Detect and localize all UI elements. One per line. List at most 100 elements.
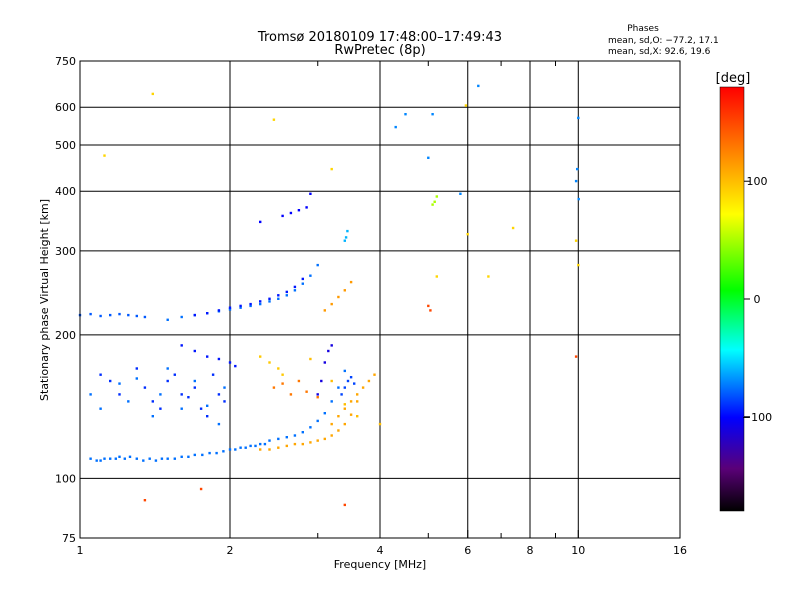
data-point xyxy=(330,434,333,437)
data-point xyxy=(142,459,145,462)
phases-title: Phases xyxy=(627,24,659,34)
data-point xyxy=(293,434,297,437)
data-point xyxy=(285,294,288,297)
data-point xyxy=(143,315,147,319)
data-point xyxy=(340,393,343,396)
data-point xyxy=(109,313,112,317)
data-point xyxy=(343,422,346,426)
data-point xyxy=(118,393,121,396)
data-point xyxy=(394,125,397,129)
data-point xyxy=(343,407,346,410)
data-point xyxy=(330,422,333,426)
data-point xyxy=(337,429,340,432)
data-point xyxy=(249,304,252,308)
data-point xyxy=(277,446,280,449)
y-tick-label: 400 xyxy=(55,185,76,198)
data-point xyxy=(327,349,330,353)
data-point xyxy=(277,437,280,441)
data-point xyxy=(166,367,169,370)
data-point xyxy=(323,412,326,415)
data-point xyxy=(281,373,284,376)
data-point xyxy=(353,382,356,385)
data-point xyxy=(259,302,262,306)
data-point xyxy=(99,314,102,318)
data-point xyxy=(99,373,102,376)
data-point xyxy=(337,415,340,418)
data-point xyxy=(576,167,579,171)
data-point xyxy=(217,357,221,361)
data-point xyxy=(259,355,262,358)
data-point xyxy=(309,441,312,444)
data-point xyxy=(249,444,252,448)
data-point xyxy=(285,444,288,448)
data-point xyxy=(217,309,221,312)
data-point xyxy=(95,459,98,462)
data-point xyxy=(159,393,162,396)
data-point xyxy=(435,275,438,278)
data-point xyxy=(268,448,271,451)
data-point xyxy=(330,302,333,306)
y-axis-label: Stationary phase Virtual Height [km] xyxy=(38,199,51,401)
data-point xyxy=(143,386,147,389)
data-point xyxy=(427,304,430,308)
data-point xyxy=(293,442,297,446)
y-tick-label: 300 xyxy=(55,245,76,258)
data-point xyxy=(259,448,262,451)
x-tick-label: 8 xyxy=(527,544,534,557)
data-point xyxy=(367,379,371,383)
data-point xyxy=(268,297,271,300)
data-point xyxy=(223,400,226,403)
data-point xyxy=(277,294,280,297)
data-point xyxy=(297,379,301,383)
data-point xyxy=(361,386,365,389)
data-point xyxy=(180,393,183,396)
colorbar-tick-label: 0 xyxy=(754,293,761,306)
data-point xyxy=(234,364,237,368)
data-point xyxy=(135,377,138,380)
data-point xyxy=(166,318,169,321)
grid-lines xyxy=(79,61,681,538)
data-point xyxy=(301,282,304,285)
data-point xyxy=(193,453,196,457)
data-point xyxy=(217,422,221,426)
x-tick-label: 1 xyxy=(77,544,84,557)
y-tick-labels: 75 100 200 300 400 500 600 750 xyxy=(55,55,76,545)
data-point xyxy=(249,302,252,306)
data-point xyxy=(349,400,353,403)
data-point xyxy=(143,499,147,502)
data-point xyxy=(316,396,319,399)
data-point xyxy=(281,382,284,385)
data-point xyxy=(89,312,92,316)
data-point xyxy=(316,263,319,267)
data-point xyxy=(187,396,190,399)
chart-title: Tromsø 20180109 17:48:00–17:49:43 xyxy=(257,30,502,45)
data-point xyxy=(103,154,106,157)
data-point xyxy=(180,407,183,410)
data-point xyxy=(309,426,312,429)
data-point xyxy=(343,239,346,242)
data-point xyxy=(349,376,353,379)
data-point xyxy=(487,275,490,278)
data-point xyxy=(180,315,183,319)
data-point xyxy=(159,407,162,410)
data-point xyxy=(466,233,469,236)
data-point xyxy=(378,422,382,426)
data-point xyxy=(135,314,138,318)
data-point xyxy=(151,92,154,96)
data-point xyxy=(193,386,196,389)
data-point xyxy=(222,450,225,453)
data-point xyxy=(109,457,112,460)
data-point xyxy=(349,413,353,416)
data-points xyxy=(78,84,580,507)
data-point xyxy=(305,390,308,393)
data-point xyxy=(123,457,126,460)
data-point xyxy=(330,379,333,383)
data-point xyxy=(99,407,102,410)
data-point xyxy=(330,344,333,347)
y-tick-label: 600 xyxy=(55,101,76,114)
x-tick-label: 16 xyxy=(673,544,687,557)
data-point xyxy=(128,455,132,458)
data-point xyxy=(323,437,326,441)
data-point xyxy=(349,280,353,284)
